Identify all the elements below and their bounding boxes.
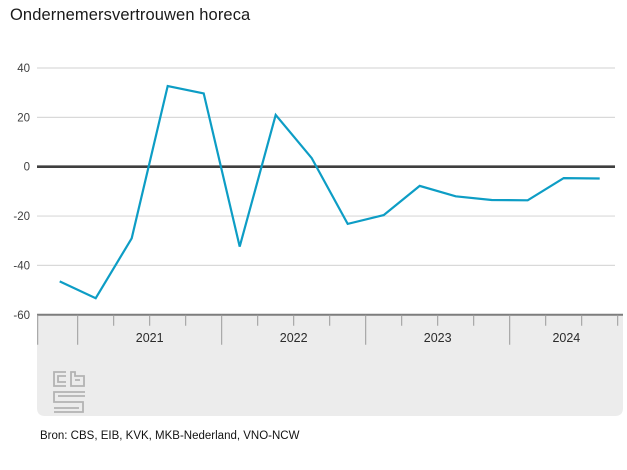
year-label: 2023 (424, 331, 452, 345)
y-axis-tick-label: 0 (24, 162, 30, 174)
axis-band (37, 314, 623, 416)
x-axis-panel (37, 313, 623, 416)
year-label: 2022 (280, 331, 308, 345)
x-axis-year-labels: 2021 2022 2023 2024 (136, 331, 581, 345)
cbs-logo-glyph (53, 371, 85, 413)
y-axis-tick-label: 40 (17, 63, 30, 75)
series-line (59, 84, 600, 300)
source-note: Bron: CBS, EIB, KVK, MKB-Nederland, VNO-… (40, 430, 300, 442)
logo-letter-c (53, 371, 66, 387)
data-line (59, 84, 600, 300)
y-axis-tick-label: -40 (13, 260, 30, 272)
y-axis-labels: 40 20 0 -20 -40 -60 (13, 63, 30, 322)
x-axis-ticks (37, 314, 619, 345)
y-axis-tick-label: 20 (17, 112, 30, 124)
year-label: 2024 (552, 331, 580, 345)
grid-lines (37, 67, 615, 266)
logo-letter-b (70, 371, 85, 387)
year-label: 2021 (136, 331, 164, 345)
y-axis-tick-label: -20 (13, 211, 30, 223)
y-axis-tick-label: -60 (13, 310, 30, 322)
logo-letter-s (53, 391, 85, 413)
cbs-logo (53, 371, 85, 413)
chart-title: Ondernemersvertrouwen horeca (10, 6, 251, 24)
